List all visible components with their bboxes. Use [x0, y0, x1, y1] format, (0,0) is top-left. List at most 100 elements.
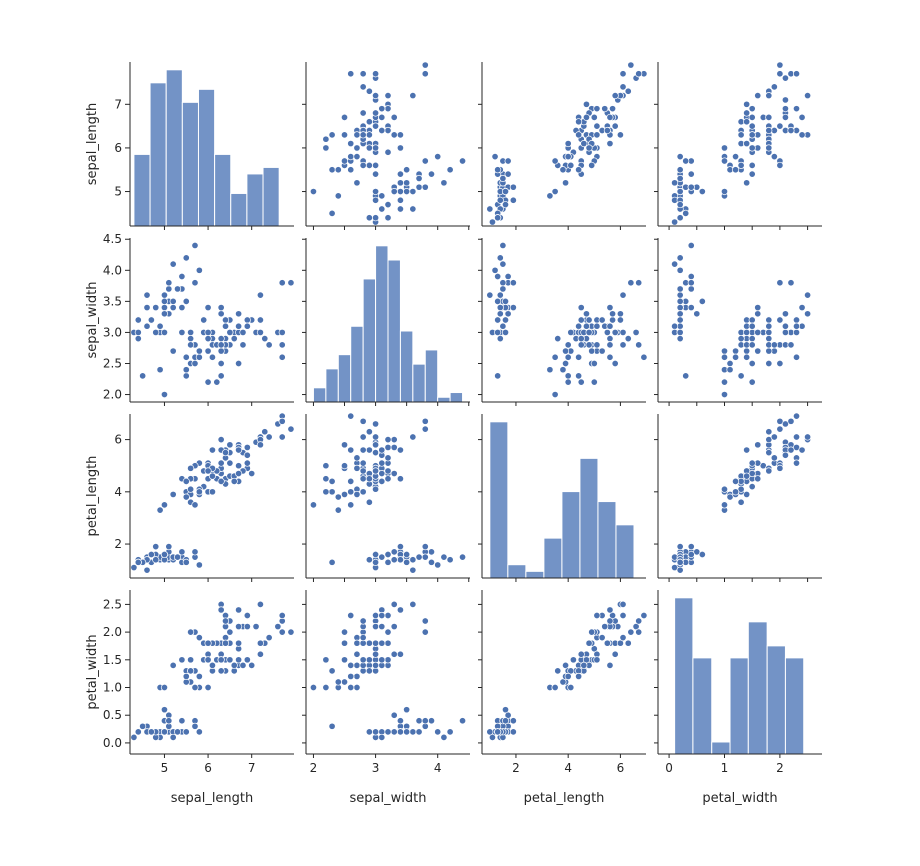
point-petal_width-sepal_width-75	[328, 667, 336, 675]
point-petal_length-sepal_length-38	[160, 550, 169, 559]
point-petal_width-sepal_length-49	[169, 661, 177, 669]
y-tick-label-sepal_width-4: 4.0	[103, 263, 122, 277]
point-petal_width-sepal_length-14	[195, 728, 203, 736]
point-sepal_length-sepal_width-50	[309, 187, 318, 196]
point-sepal_length-petal_length-37	[494, 166, 502, 174]
point-petal_width-sepal_width-91	[372, 623, 380, 631]
point-petal_length-petal_width-51	[748, 483, 756, 491]
point-petal_length-petal_width-100	[776, 417, 784, 425]
point-sepal_width-petal_length-47	[546, 366, 554, 374]
y-tick-label-petal_length-1: 4	[114, 485, 122, 499]
point-sepal_length-sepal_width-25	[372, 187, 380, 196]
point-sepal_length-petal_width-40	[743, 100, 751, 108]
point-petal_width-sepal_width-96	[347, 611, 355, 620]
point-petal_length-sepal_width-52	[322, 488, 330, 496]
point-sepal_width-petal_width-88	[804, 291, 812, 299]
point-petal_length-sepal_width-101	[353, 464, 361, 472]
point-sepal_width-petal_width-78	[743, 328, 751, 336]
point-sepal_length-sepal_width-80	[390, 131, 398, 139]
point-petal_length-sepal_width-103	[384, 436, 392, 444]
point-petal_width-sepal_length-37	[182, 728, 190, 736]
hist-bar-sepal_width-1	[325, 368, 339, 403]
point-petal_width-petal_length-24	[509, 728, 517, 736]
y-tick-label-petal_length-2: 6	[114, 433, 122, 447]
point-sepal_length-petal_length-69	[559, 166, 567, 174]
point-sepal_width-petal_width-37	[676, 297, 684, 305]
point-petal_width-sepal_length-38	[160, 706, 169, 714]
y-tick-label-petal_width-3: 1.5	[103, 653, 122, 667]
point-sepal_length-petal_width-110	[787, 126, 795, 135]
point-petal_length-petal_width-117	[781, 451, 789, 459]
point-sepal_width-petal_length-69	[559, 366, 567, 374]
point-petal_width-sepal_width-112	[347, 661, 355, 669]
point-sepal_width-petal_length-4	[496, 291, 504, 299]
point-sepal_width-petal_length-35	[494, 316, 502, 324]
panel-sepal_length-vs-petal_width	[654, 61, 822, 230]
point-sepal_width-sepal_length-86	[261, 335, 269, 343]
point-petal_length-sepal_length-74	[235, 469, 243, 478]
point-sepal_length-petal_length-36	[509, 183, 517, 191]
point-petal_width-petal_length-113	[619, 611, 627, 620]
point-petal_width-sepal_length-76	[187, 667, 195, 675]
hist-bar-sepal_width-5	[375, 245, 389, 403]
point-sepal_length-sepal_width-54	[365, 161, 373, 169]
point-petal_length-sepal_width-98	[384, 443, 392, 451]
point-sepal_length-sepal_width-29	[384, 201, 392, 209]
point-petal_length-sepal_length-100	[278, 417, 286, 425]
point-petal_length-sepal_width-25	[372, 550, 380, 559]
point-sepal_width-petal_length-45	[577, 341, 585, 349]
point-sepal_width-petal_width-28	[676, 304, 684, 312]
y-tick-label-sepal_length-2: 7	[114, 97, 122, 111]
point-sepal_length-petal_width-29	[676, 201, 684, 209]
point-sepal_length-petal_length-79	[564, 153, 572, 161]
point-petal_width-sepal_width-16	[427, 717, 436, 725]
point-sepal_width-petal_width-96	[792, 353, 801, 361]
point-sepal_width-petal_length-98	[609, 316, 617, 324]
point-petal_length-sepal_width-118	[378, 446, 386, 454]
point-petal_length-petal_width-99	[776, 464, 784, 472]
hist-bar-sepal_length-0	[133, 153, 151, 227]
point-petal_length-sepal_width-119	[378, 459, 386, 467]
point-petal_length-sepal_length-117	[243, 451, 251, 459]
point-petal_width-sepal_width-74	[378, 656, 386, 664]
point-petal_length-sepal_width-93	[384, 454, 392, 462]
point-sepal_width-sepal_length-96	[278, 353, 286, 361]
point-sepal_length-sepal_width-97	[322, 144, 330, 152]
x-tick-label-petal_width-2: 2	[776, 761, 784, 775]
point-petal_length-petal_width-116	[765, 467, 773, 475]
y-tick-label-petal_width-2: 1.0	[103, 681, 122, 695]
point-petal_width-petal_length-117	[601, 623, 609, 631]
point-sepal_length-petal_length-113	[619, 70, 627, 78]
point-sepal_length-petal_length-76	[567, 161, 575, 169]
point-sepal_width-petal_width-62	[748, 359, 756, 368]
point-petal_length-sepal_length-29	[147, 550, 155, 559]
point-petal_width-sepal_length-30	[169, 733, 177, 741]
point-petal_width-sepal_width-46	[390, 650, 398, 658]
point-sepal_length-sepal_width-3	[378, 205, 386, 213]
point-sepal_width-sepal_length-36	[165, 279, 173, 287]
point-petal_length-sepal_length-69	[182, 493, 190, 501]
point-sepal_width-petal_length-90	[598, 347, 606, 355]
point-petal_width-sepal_width-87	[340, 639, 349, 647]
point-sepal_width-petal_length-86	[624, 335, 632, 343]
point-sepal_length-sepal_width-37	[403, 166, 411, 174]
point-sepal_width-petal_length-108	[619, 341, 627, 349]
point-petal_width-sepal_length-65	[239, 661, 247, 669]
point-sepal_width-petal_width-67	[748, 335, 756, 343]
point-sepal_length-petal_length-116	[585, 144, 593, 152]
point-sepal_length-petal_length-39	[494, 214, 502, 222]
point-petal_width-sepal_width-50	[309, 683, 318, 692]
point-sepal_length-petal_length-40	[582, 100, 591, 108]
hist-bar-petal_length-6	[597, 501, 617, 579]
point-petal_width-petal_length-90	[598, 634, 606, 642]
y-tick-label-sepal_length-1: 6	[114, 141, 122, 155]
point-sepal_length-petal_width-77	[732, 166, 740, 174]
point-sepal_length-sepal_width-98	[384, 105, 392, 113]
point-sepal_width-sepal_length-34	[160, 310, 169, 318]
point-sepal_length-petal_length-80	[616, 131, 624, 139]
point-sepal_length-petal_length-74	[582, 113, 591, 121]
panel-sepal_length-vs-petal_length	[478, 61, 648, 230]
point-sepal_width-petal_length-59	[562, 359, 570, 368]
point-petal_length-sepal_length-111	[217, 459, 225, 467]
point-sepal_width-petal_width-31	[676, 254, 684, 262]
